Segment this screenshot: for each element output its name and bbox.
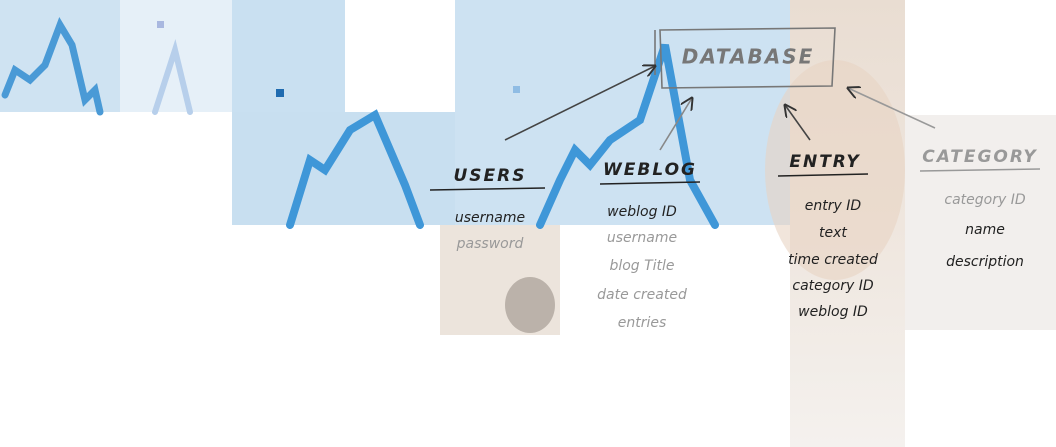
background-lines [1,16,719,229]
line [1,16,104,116]
underline [599,181,701,185]
tile [232,0,345,112]
table-field: time created [788,252,878,268]
dot [157,21,164,28]
table-field: category ID [792,278,873,294]
arrow [659,98,692,151]
table-field: password [456,236,524,252]
line [152,38,193,115]
table-field: username [455,210,525,226]
table-field: entry ID [805,198,862,214]
arrow [504,66,655,141]
table-field: name [965,222,1005,238]
tile [0,0,120,112]
tile [455,0,790,225]
arrow [848,88,936,129]
table-name: CATEGORY [922,147,1037,167]
table-field: category ID [944,192,1025,208]
database-label: DATABASE [682,45,815,69]
table-field: text [819,225,847,241]
table-field: date created [597,287,687,303]
table-field: blog Title [609,258,674,274]
blur [505,277,555,333]
table-field: entries [618,315,667,331]
tile [905,115,1056,330]
underline [777,173,869,177]
table-name: ENTRY [789,152,860,172]
connectors [504,27,936,151]
table-field: username [607,230,677,246]
line [536,43,719,229]
dot [276,89,284,97]
table-name: WEBLOG [603,160,697,180]
underline [429,187,546,191]
blur [765,60,905,280]
table-name: USERS [454,166,527,186]
underline [919,168,1041,172]
line [286,109,424,229]
dot [513,86,520,93]
table-field: weblog ID [798,304,868,320]
table-field: weblog ID [607,204,677,220]
tile [232,112,455,225]
arrow [785,105,811,141]
table-field: description [946,254,1024,270]
